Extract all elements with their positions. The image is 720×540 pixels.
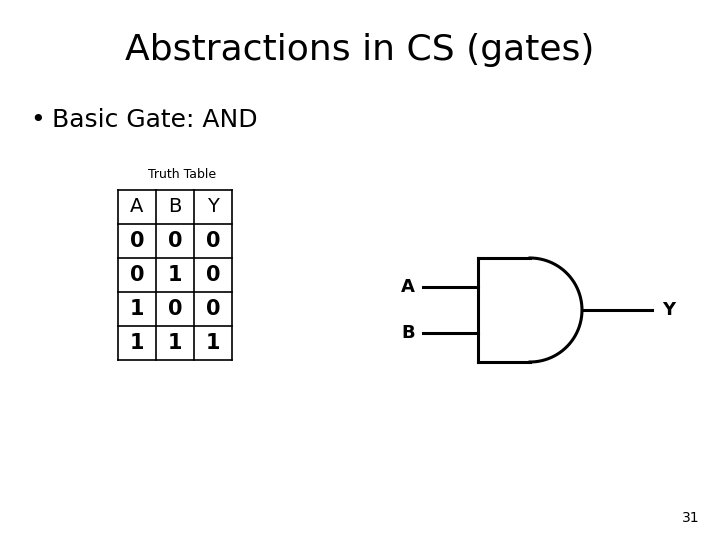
Text: •: • [30,108,45,132]
Text: B: B [168,198,181,217]
Text: A: A [401,278,415,295]
Text: 0: 0 [206,299,220,319]
Text: A: A [130,198,144,217]
Text: B: B [401,325,415,342]
Text: 1: 1 [168,333,182,353]
Text: 0: 0 [168,231,182,251]
Text: Truth Table: Truth Table [148,168,216,181]
Text: Basic Gate: AND: Basic Gate: AND [52,108,258,132]
Text: Y: Y [662,301,675,319]
Text: 1: 1 [130,333,144,353]
Text: 0: 0 [206,265,220,285]
Text: Y: Y [207,198,219,217]
Text: 1: 1 [206,333,220,353]
Text: 1: 1 [130,299,144,319]
Text: 0: 0 [130,265,144,285]
Text: Abstractions in CS (gates): Abstractions in CS (gates) [125,33,595,67]
Text: 0: 0 [206,231,220,251]
Text: 0: 0 [168,299,182,319]
Text: 31: 31 [683,511,700,525]
Text: 1: 1 [168,265,182,285]
Text: 0: 0 [130,231,144,251]
